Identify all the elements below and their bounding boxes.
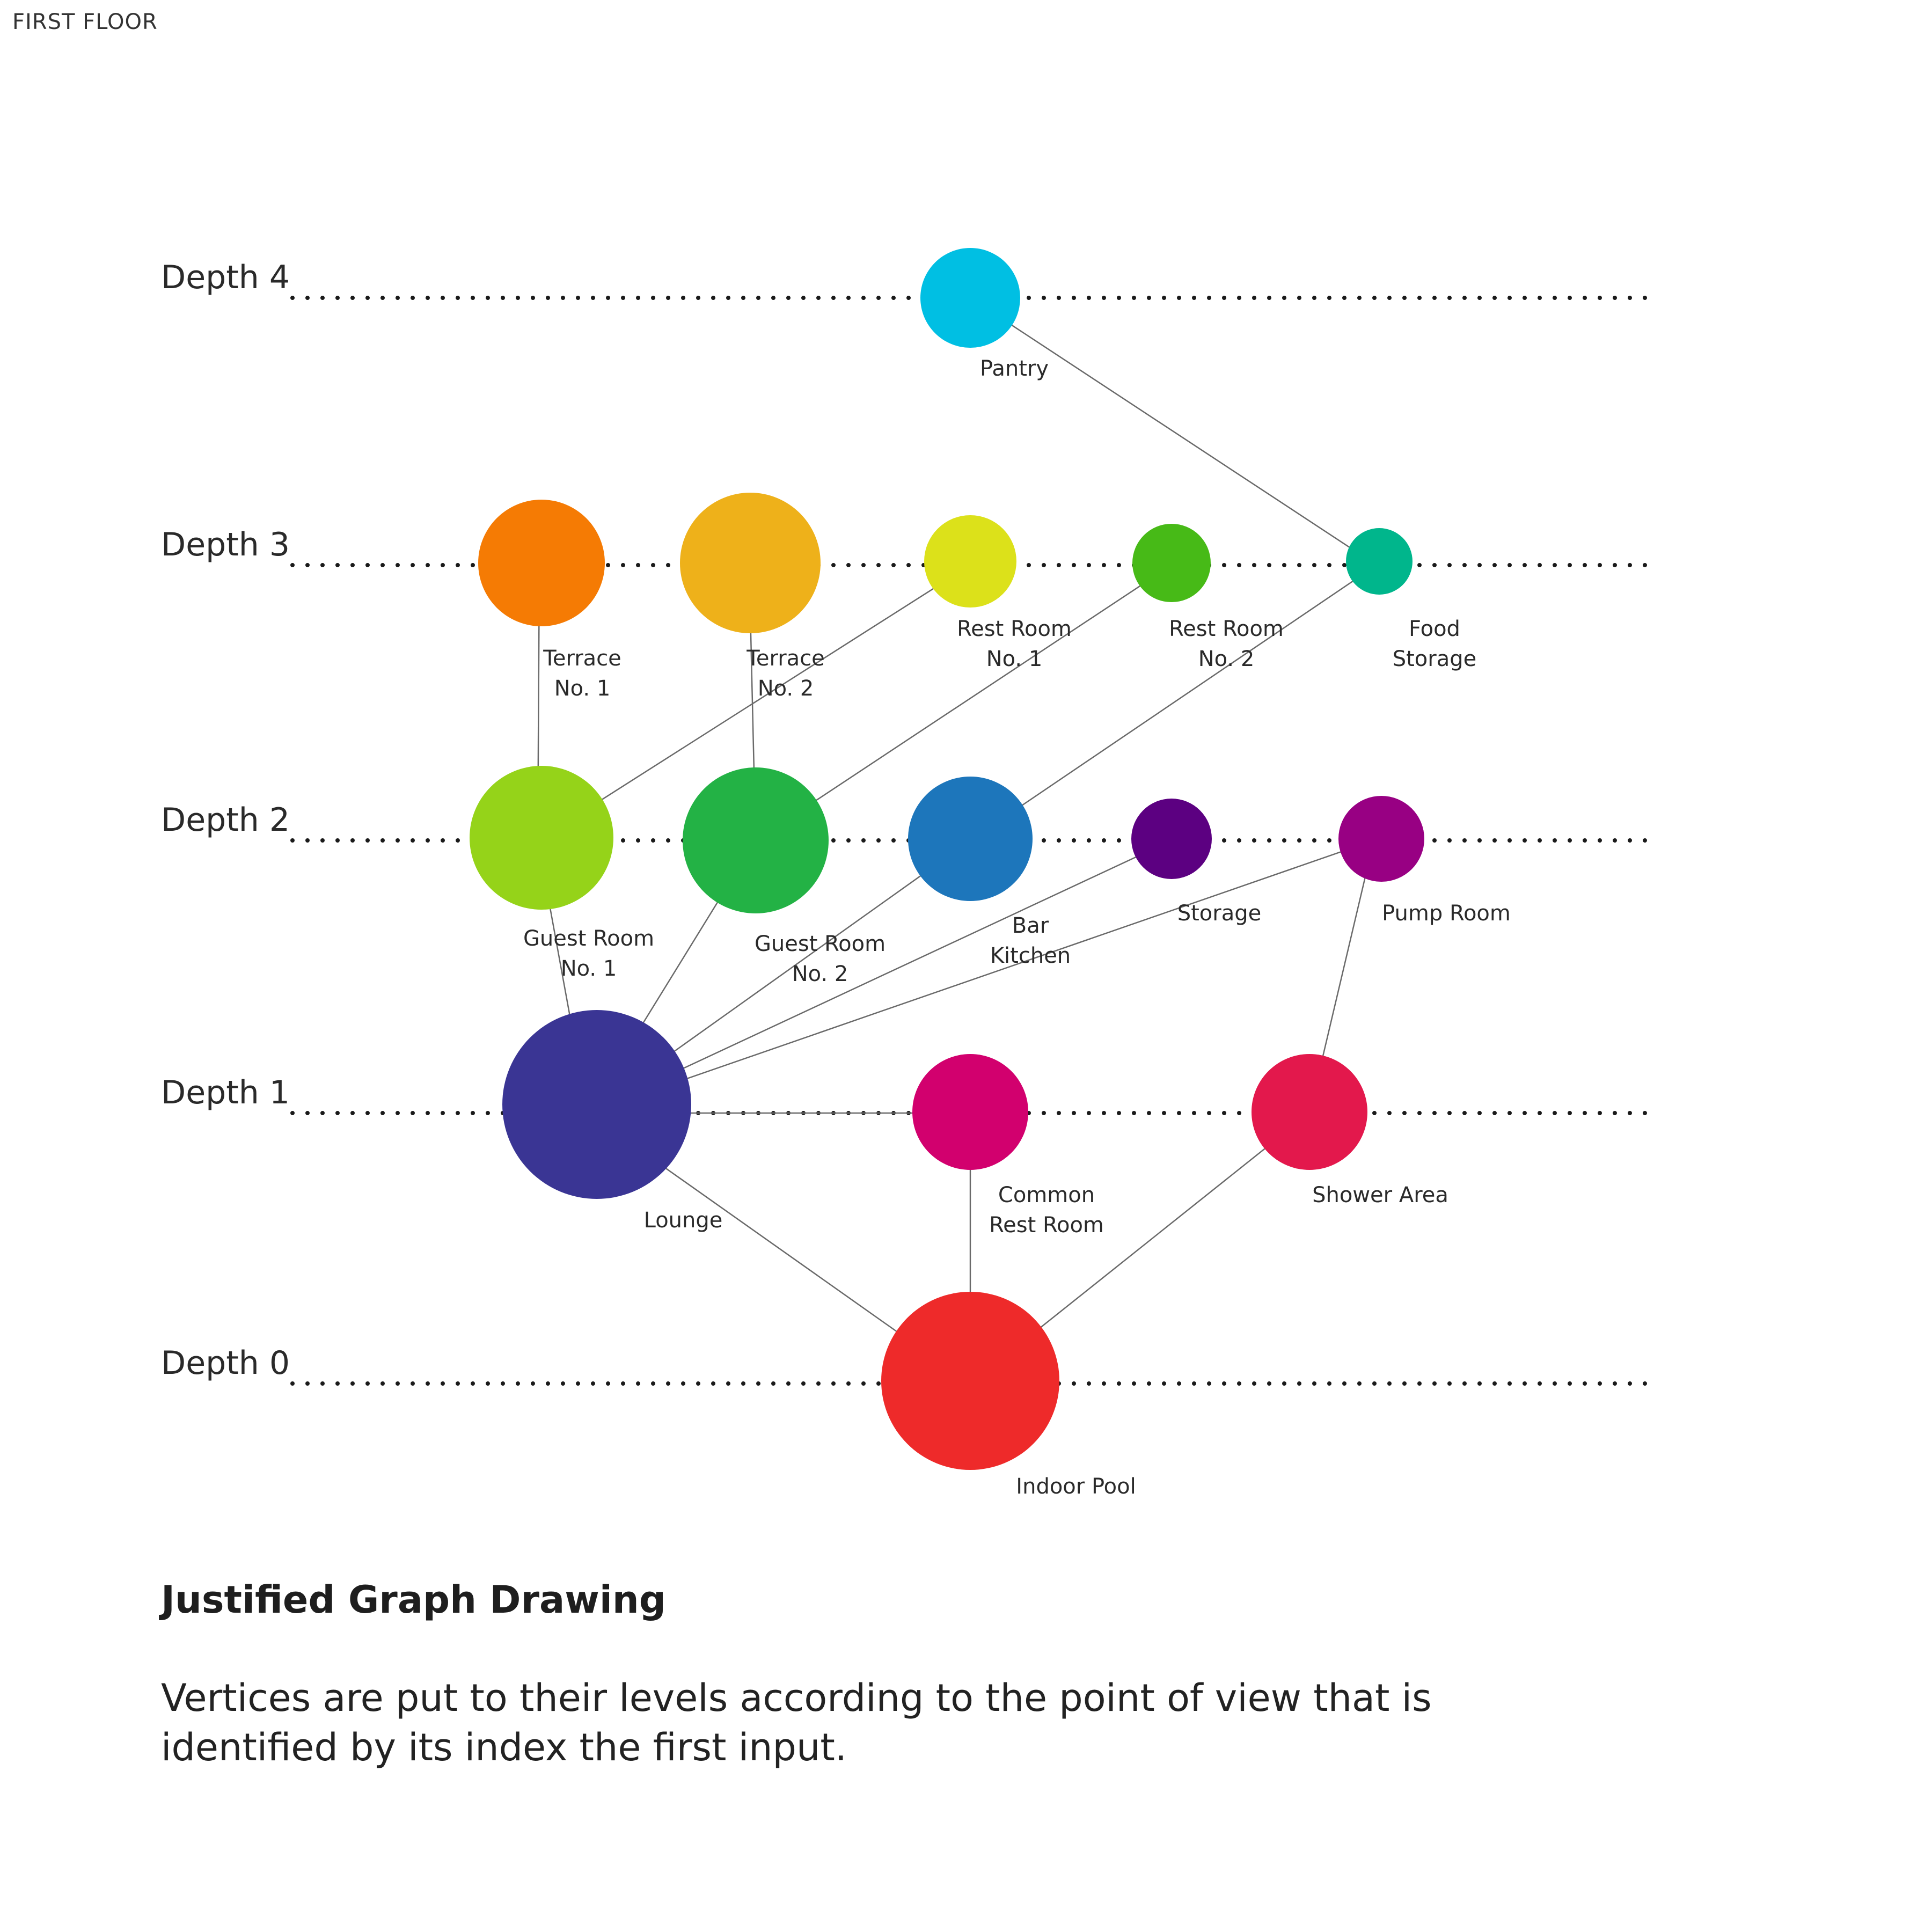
- node-shower-area: [1252, 1054, 1367, 1170]
- node-label-bar-kitchen: Bar Kitchen: [990, 913, 1071, 968]
- depth-label-0: Depth 0: [161, 1344, 290, 1382]
- depth-label-2: Depth 2: [161, 801, 290, 839]
- node-label-rest-room-2: Rest Room No. 2: [1169, 617, 1284, 671]
- node-label-indoor-pool: Indoor Pool: [1016, 1474, 1136, 1499]
- node-label-storage: Storage: [1177, 901, 1262, 926]
- edge-lounge-pump-room: [587, 839, 1374, 1114]
- node-label-lounge: Lounge: [644, 1208, 723, 1233]
- node-guest-room-2: [683, 767, 829, 913]
- node-storage: [1131, 799, 1212, 879]
- edge-lounge-storage: [587, 839, 1172, 1114]
- node-label-terrace-1: Terrace No. 1: [543, 646, 621, 701]
- edge-guest-room-2-rest-room-2: [755, 564, 1172, 841]
- node-terrace-2: [680, 493, 821, 633]
- caption-title: Justified Graph Drawing: [161, 1578, 666, 1622]
- node-lounge: [502, 1010, 691, 1199]
- justified-graph: Depth 4 Depth 3 Depth 2 Depth 1 Depth 0 Pant…: [161, 248, 1655, 1499]
- edge-guest-room-1-rest-room-1: [537, 564, 971, 841]
- node-labels: Pantry Terrace No. 1 Terrace No. 2 Rest Room N…: [523, 356, 1511, 1499]
- node-label-common-rest-room: Common Rest Room: [989, 1183, 1104, 1238]
- depth-label-1: Depth 1: [161, 1074, 290, 1111]
- depth-label-3: Depth 3: [161, 526, 290, 564]
- edge-food-storage-pantry: [970, 297, 1377, 566]
- depth-labels: Depth 4 Depth 3 Depth 2 Depth 1 Depth 0: [161, 259, 290, 1382]
- node-food-storage: [1346, 528, 1413, 595]
- graph-nodes: [470, 248, 1424, 1470]
- node-label-food-storage: Food Storage: [1393, 617, 1477, 671]
- node-indoor-pool: [881, 1292, 1059, 1470]
- node-label-guest-room-1: Guest Room No. 1: [523, 926, 654, 981]
- node-label-shower-area: Shower Area: [1312, 1183, 1448, 1208]
- node-label-pantry: Pantry: [980, 356, 1049, 381]
- node-terrace-1: [478, 500, 605, 626]
- node-rest-room-1: [924, 515, 1016, 608]
- edge-bar-kitchen-food-storage: [970, 564, 1377, 841]
- node-common-rest-room: [912, 1054, 1028, 1170]
- node-pantry: [920, 248, 1020, 348]
- node-guest-room-1: [470, 766, 613, 910]
- node-rest-room-2: [1132, 524, 1211, 602]
- node-label-guest-room-2: Guest Room No. 2: [755, 932, 885, 986]
- node-pump-room: [1338, 796, 1424, 882]
- floor-label: FIRST FLOOR: [12, 10, 158, 34]
- node-label-rest-room-1: Rest Room No. 1: [957, 617, 1072, 671]
- node-label-pump-room: Pump Room: [1382, 901, 1511, 926]
- caption-body: Vertices are put to their levels accordi…: [161, 1676, 1432, 1769]
- node-label-terrace-2: Terrace No. 2: [746, 646, 825, 701]
- depth-label-4: Depth 4: [161, 259, 290, 296]
- node-bar-kitchen: [908, 777, 1033, 901]
